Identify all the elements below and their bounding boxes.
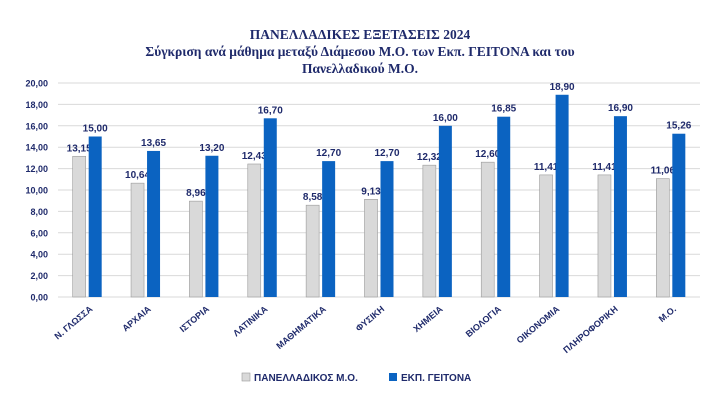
y-tick-label: 4,00 bbox=[30, 250, 48, 260]
data-label-geitonas: 12,70 bbox=[374, 148, 399, 159]
data-label-geitonas: 16,00 bbox=[433, 113, 458, 124]
bar-geitonas bbox=[263, 118, 277, 297]
y-tick-label: 10,00 bbox=[25, 186, 48, 196]
legend-label: ΕΚΠ. ΓΕΙΤΟΝΑ bbox=[401, 373, 471, 384]
bar-panhellenic bbox=[130, 182, 145, 298]
bar-panhellenic bbox=[539, 174, 553, 298]
x-tick-label: ΜΑΘΗΜΑΤΙΚΑ bbox=[274, 304, 328, 352]
chart-title: ΠΑΝΕΛΛΑΔΙΚΕΣ ΕΞΕΤΑΣΕΙΣ 2024 bbox=[249, 27, 471, 42]
bar-geitonas bbox=[380, 161, 394, 297]
data-label-geitonas: 16,85 bbox=[491, 104, 516, 115]
x-tick-label: ΟΙΚΟΝΟΜΙΑ bbox=[515, 304, 562, 346]
data-label-panhellenic: 8,96 bbox=[186, 188, 206, 199]
data-label-panhellenic: 12,32 bbox=[417, 152, 442, 163]
chart-subtitle-line-2: Πανελλαδικού Μ.Ο. bbox=[301, 61, 419, 76]
data-label-panhellenic: 8,58 bbox=[303, 192, 323, 203]
x-tick-label: Μ.Ο. bbox=[657, 304, 678, 324]
data-label-geitonas: 15,00 bbox=[83, 124, 108, 135]
chart-title-block: ΠΑΝΕΛΛΑΔΙΚΕΣ ΕΞΕΤΑΣΕΙΣ 2024 Σύγκριση ανά… bbox=[0, 26, 720, 77]
legend-label: ΠΑΝΕΛΛΑΔΙΚΟΣ Μ.Ο. bbox=[254, 373, 358, 384]
bar-geitonas bbox=[613, 116, 627, 297]
y-tick-label: 18,00 bbox=[25, 100, 48, 110]
y-tick-label: 2,00 bbox=[30, 271, 48, 281]
bar-panhellenic bbox=[189, 200, 203, 298]
bar-panhellenic bbox=[72, 155, 86, 298]
y-tick-label: 8,00 bbox=[30, 207, 48, 217]
x-tick-label: ΒΙΟΛΟΓΙΑ bbox=[464, 304, 504, 340]
data-label-panhellenic: 11,06 bbox=[651, 166, 676, 177]
bar-geitonas bbox=[147, 150, 161, 297]
data-label-geitonas: 16,90 bbox=[608, 103, 633, 114]
y-tick-label: 12,00 bbox=[25, 164, 48, 174]
data-label-panhellenic: 11,41 bbox=[592, 162, 617, 173]
bar-panhellenic bbox=[422, 164, 437, 298]
bar-geitonas bbox=[205, 155, 219, 297]
bar-geitonas bbox=[555, 94, 569, 298]
x-tick-label: Ν. ΓΛΩΣΣΑ bbox=[52, 304, 94, 342]
data-label-geitonas: 16,70 bbox=[258, 105, 283, 116]
x-tick-label: ΧΗΜΕΙΑ bbox=[411, 304, 445, 334]
bar-geitonas bbox=[672, 133, 686, 297]
bar-panhellenic bbox=[247, 163, 262, 298]
bar-geitonas bbox=[88, 136, 102, 297]
chart-subtitle-line-1: Σύγκριση ανά μάθημα μεταξύ Διάμεσου Μ.Ο.… bbox=[145, 44, 575, 59]
data-label-panhellenic: 9,13 bbox=[361, 186, 381, 197]
data-label-panhellenic: 11,41 bbox=[534, 162, 559, 173]
bar-geitonas bbox=[322, 161, 336, 297]
bar-panhellenic bbox=[597, 174, 612, 298]
data-label-geitonas: 13,65 bbox=[141, 138, 166, 149]
bar-panhellenic bbox=[364, 199, 378, 298]
legend-swatch bbox=[241, 372, 251, 382]
bar-geitonas bbox=[497, 116, 511, 297]
x-tick-label: ΑΡΧΑΙΑ bbox=[120, 304, 153, 334]
x-tick-label: ΦΥΣΙΚΗ bbox=[354, 304, 387, 334]
data-label-geitonas: 15,26 bbox=[666, 121, 691, 132]
bar-panhellenic bbox=[656, 178, 670, 298]
y-tick-label: 14,00 bbox=[25, 143, 48, 153]
data-label-panhellenic: 12,43 bbox=[242, 151, 267, 162]
x-tick-label: ΙΣΤΟΡΙΑ bbox=[178, 304, 212, 335]
data-label-geitonas: 12,70 bbox=[316, 148, 341, 159]
data-label-panhellenic: 10,64 bbox=[125, 170, 150, 181]
y-tick-label: 20,00 bbox=[25, 79, 48, 89]
legend-swatch bbox=[389, 373, 397, 381]
data-label-geitonas: 13,20 bbox=[199, 143, 224, 154]
y-tick-label: 16,00 bbox=[25, 121, 48, 131]
x-tick-label: ΠΛΗΡΟΦΟΡΙΚΗ bbox=[561, 304, 619, 355]
y-tick-label: 0,00 bbox=[30, 293, 48, 303]
bar-panhellenic bbox=[305, 204, 320, 298]
data-label-panhellenic: 12,60 bbox=[475, 149, 500, 160]
bar-geitonas bbox=[438, 125, 452, 297]
y-tick-label: 6,00 bbox=[30, 228, 48, 238]
data-label-geitonas: 18,90 bbox=[550, 82, 575, 93]
bar-panhellenic bbox=[480, 161, 495, 298]
data-label-panhellenic: 13,15 bbox=[67, 143, 92, 154]
x-tick-label: ΛΑΤΙΝΙΚΑ bbox=[231, 304, 270, 339]
